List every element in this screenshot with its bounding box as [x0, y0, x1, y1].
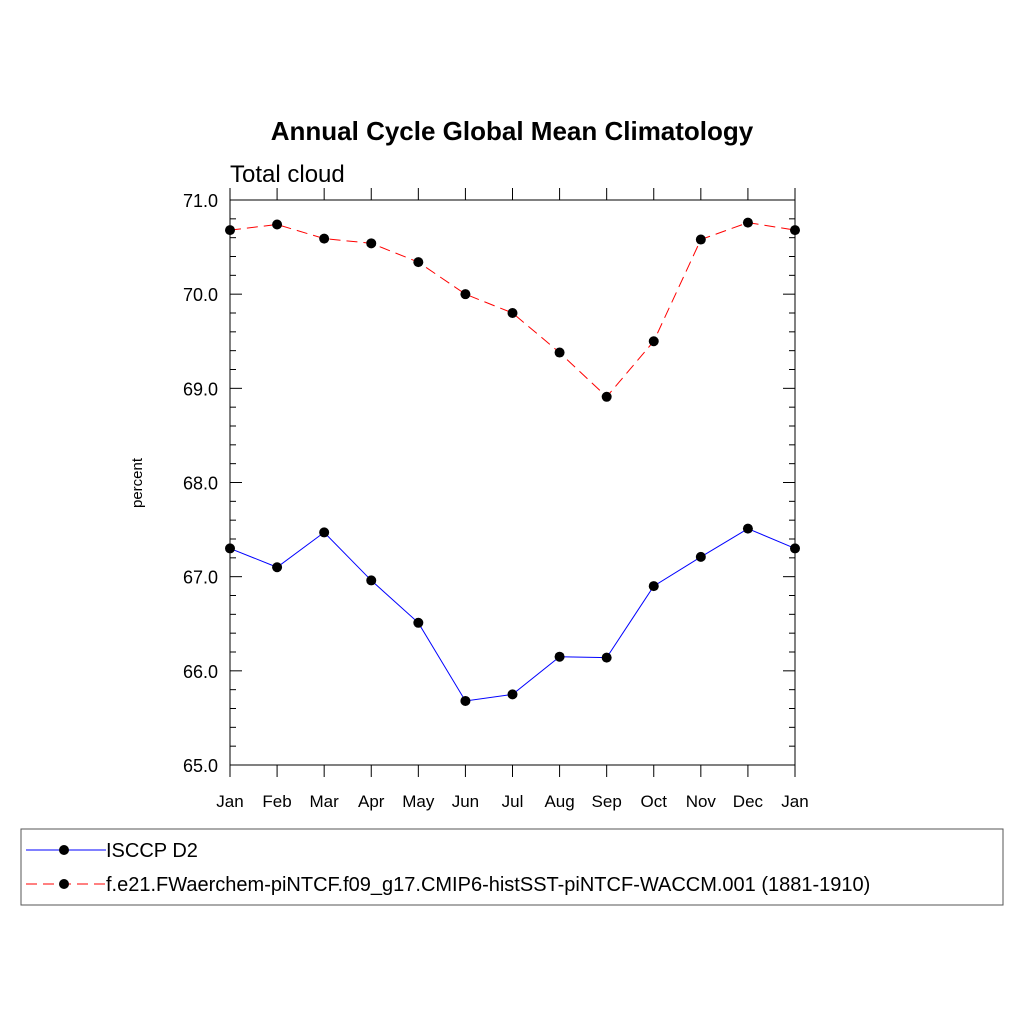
legend-label-isccp: ISCCP D2 — [106, 840, 198, 862]
x-tick-label: Jan — [216, 792, 243, 811]
axis-ticks — [229, 188, 796, 777]
series-layer — [225, 217, 800, 706]
y-tick-label: 71.0 — [183, 191, 218, 211]
data-point-series-0 — [648, 581, 659, 592]
data-point-series-1 — [225, 225, 235, 236]
chart-title: Annual Cycle Global Mean Climatology — [271, 116, 754, 146]
data-point-series-0 — [460, 695, 471, 706]
data-point-series-1 — [460, 289, 471, 300]
data-point-series-1 — [319, 233, 330, 244]
x-tick-label: Mar — [310, 792, 340, 811]
data-point-series-0 — [366, 575, 377, 586]
x-tick-label: May — [402, 792, 435, 811]
legend-label-model: f.e21.FWaerchem-piNTCF.f09_g17.CMIP6-his… — [106, 874, 870, 896]
y-tick-label: 68.0 — [183, 474, 218, 494]
x-tick-label: Jul — [502, 792, 524, 811]
data-point-series-0 — [554, 651, 565, 662]
y-tick-label: 66.0 — [183, 662, 218, 682]
data-point-series-1 — [507, 308, 518, 318]
data-point-series-1 — [790, 225, 800, 236]
legend-marker-isccp — [59, 845, 69, 855]
data-point-series-0 — [742, 523, 753, 534]
data-point-series-1 — [413, 257, 424, 268]
y-axis-label: percent — [129, 457, 146, 508]
data-point-series-0 — [319, 527, 330, 538]
x-tick-labels: Jan Feb Mar Apr May Jun Jul Aug Sep Oct Nov Dec Jan — [216, 792, 808, 811]
x-tick-label: Nov — [686, 792, 717, 811]
y-tick-label: 69.0 — [183, 379, 218, 399]
x-tick-label: Jun — [452, 792, 479, 811]
plot-frame — [229, 199, 796, 766]
data-point-series-0 — [225, 543, 235, 554]
x-tick-label: Apr — [358, 792, 385, 811]
y-tick-label: 70.0 — [183, 285, 218, 305]
series-line-0 — [229, 528, 796, 702]
x-tick-label: Oct — [641, 792, 668, 811]
data-point-series-1 — [272, 219, 283, 230]
data-point-series-1 — [648, 336, 659, 347]
y-tick-labels: 65.0 66.0 67.0 68.0 69.0 70.0 71.0 — [183, 191, 218, 776]
data-point-series-1 — [554, 347, 565, 358]
data-point-series-1 — [695, 234, 706, 245]
chart-subtitle: Total cloud — [230, 161, 345, 188]
legend-box — [20, 828, 1004, 906]
y-tick-label: 65.0 — [183, 756, 218, 776]
data-point-series-1 — [601, 391, 612, 402]
data-point-series-0 — [790, 543, 800, 554]
data-point-series-0 — [601, 652, 612, 663]
x-tick-label: Aug — [544, 792, 574, 811]
data-point-series-1 — [366, 238, 377, 249]
x-tick-label: Dec — [733, 792, 764, 811]
x-tick-label: Jan — [781, 792, 808, 811]
x-tick-label: Sep — [592, 792, 622, 811]
data-point-series-0 — [413, 617, 424, 628]
legend: ISCCP D2 f.e21.FWaerchem-piNTCF.f09_g17.… — [20, 828, 1004, 906]
x-tick-label: Feb — [262, 792, 291, 811]
data-point-series-0 — [507, 689, 518, 700]
y-tick-label: 67.0 — [183, 568, 218, 588]
data-point-series-1 — [742, 217, 753, 228]
data-point-series-0 — [695, 551, 706, 562]
data-point-series-0 — [272, 562, 283, 573]
legend-marker-model — [59, 879, 69, 889]
